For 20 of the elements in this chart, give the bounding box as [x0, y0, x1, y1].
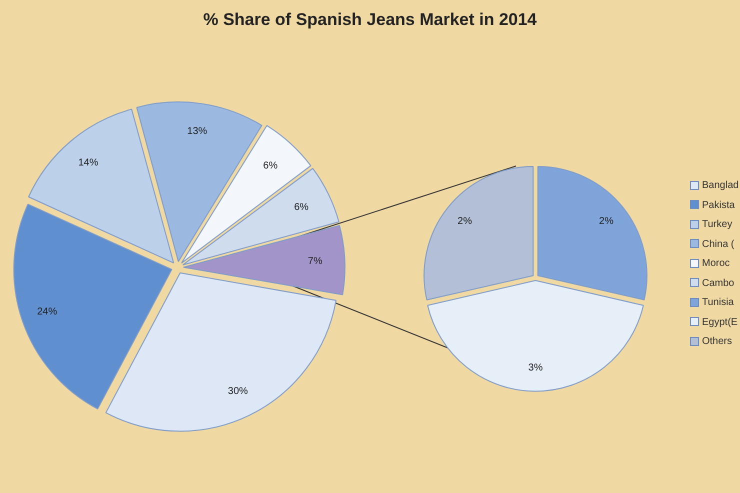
- data-label: 13%: [187, 126, 208, 137]
- data-label: 6%: [263, 160, 278, 172]
- data-label: 2%: [458, 216, 472, 227]
- legend-label: Turkey: [701, 218, 734, 232]
- legend-label: Pakista: [701, 198, 736, 212]
- legend-label: Banglad: [701, 179, 739, 193]
- data-label: 3%: [528, 362, 543, 374]
- legend-label: China (: [701, 238, 736, 252]
- legend-label: Cambo: [701, 276, 736, 290]
- slice-label: Egypt(E: [701, 316, 739, 330]
- legend-label: Moroc: [701, 257, 731, 271]
- data-label: 24%: [37, 306, 58, 318]
- legend-label: Tunisia: [701, 296, 735, 310]
- data-label: 7%: [308, 256, 322, 267]
- legend-label: Others: [701, 335, 734, 349]
- chart-title: % Share of Spanish Jeans Market in 2014: [202, 10, 538, 30]
- data-label: 30%: [228, 386, 248, 398]
- data-label: 6%: [294, 202, 309, 213]
- data-label: 14%: [78, 157, 98, 168]
- data-label: 2%: [599, 216, 614, 227]
